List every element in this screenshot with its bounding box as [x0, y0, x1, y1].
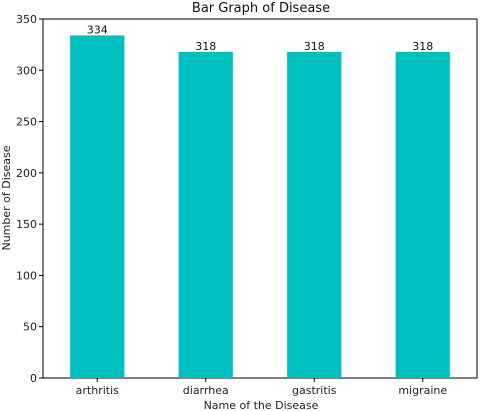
bar-gastritis: [287, 51, 342, 379]
y-tick-label: 150: [16, 218, 37, 231]
bars: 334 318 318 318: [70, 23, 450, 379]
x-tick-label: migraine: [398, 384, 447, 397]
bar-migraine: [395, 51, 450, 379]
y-tick-label: 200: [16, 167, 37, 180]
plot-frame: [42, 18, 478, 379]
y-axis-label: Number of Disease: [0, 145, 13, 250]
y-tick-label: 0: [30, 372, 37, 385]
y-tick-label: 50: [23, 321, 37, 334]
chart-title: Bar Graph of Disease: [192, 1, 330, 16]
bar-arthritis: [70, 35, 125, 378]
bar-value-label: 318: [304, 40, 325, 53]
y-tick-label: 350: [16, 13, 37, 26]
y-axis: 0 50 100 150 200 250 300 350: [16, 13, 43, 385]
bar-value-label: 318: [195, 40, 216, 53]
y-tick-label: 250: [16, 116, 37, 129]
bar-value-label: 318: [412, 40, 433, 53]
x-tick-label: diarrhea: [183, 384, 229, 397]
y-tick-label: 300: [16, 64, 37, 77]
bar-value-label: 334: [87, 23, 108, 36]
y-tick-label: 100: [16, 269, 37, 282]
x-tick-label: gastritis: [292, 384, 337, 397]
x-axis-label: Name of the Disease: [204, 399, 319, 411]
x-axis: arthritis diarrhea gastritis migraine: [76, 378, 447, 397]
x-tick-label: arthritis: [76, 384, 119, 397]
bar-diarrhea: [178, 51, 233, 379]
